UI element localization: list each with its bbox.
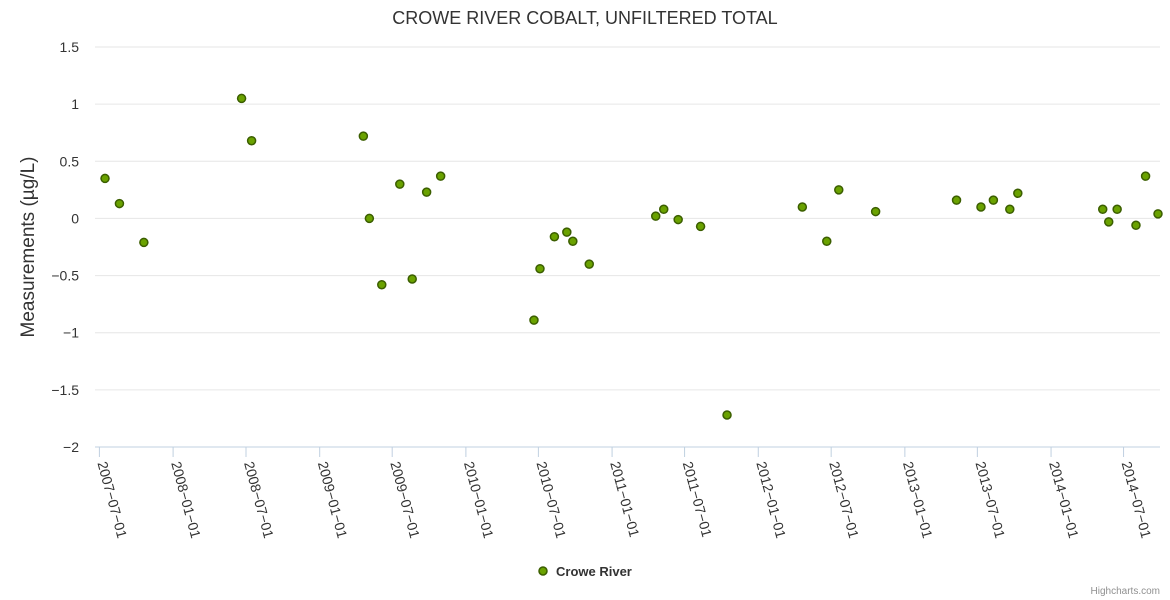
data-point[interactable]: [549, 231, 560, 242]
data-point[interactable]: [658, 204, 669, 215]
y-tick-label: 0: [71, 210, 79, 226]
x-tick-label: 2011−07−01: [680, 460, 716, 539]
data-point[interactable]: [695, 221, 706, 232]
y-gridlines: [95, 46, 1160, 391]
x-tick-label: 2012−01−01: [753, 460, 789, 540]
y-tick-label: −1.5: [51, 382, 79, 398]
data-point[interactable]: [236, 93, 247, 104]
x-tick-label: 2013−07−01: [972, 460, 1008, 540]
data-point[interactable]: [797, 202, 808, 212]
data-point[interactable]: [722, 410, 732, 420]
data-point[interactable]: [358, 131, 369, 141]
data-point[interactable]: [673, 214, 683, 225]
data-point[interactable]: [568, 236, 578, 247]
y-tick-label: −1: [63, 325, 79, 341]
y-axis-label: Measurements (µg/L): [18, 157, 39, 338]
data-point[interactable]: [377, 279, 387, 290]
x-tick-label: 2008−07−01: [241, 460, 277, 540]
data-point[interactable]: [535, 263, 545, 274]
data-point[interactable]: [246, 135, 257, 146]
data-point[interactable]: [364, 213, 375, 224]
x-tick-label: 2014−07−01: [1119, 460, 1155, 540]
data-point[interactable]: [562, 227, 572, 237]
data-point[interactable]: [114, 198, 125, 209]
x-tick-label: 2010−07−01: [533, 460, 569, 540]
data-point[interactable]: [650, 211, 661, 221]
x-tick-label: 2011−01−01: [607, 460, 643, 539]
data-point[interactable]: [870, 206, 881, 217]
y-tick-label: −2: [63, 439, 79, 455]
data-point[interactable]: [1153, 209, 1163, 219]
legend-label: Crowe River: [556, 564, 632, 579]
x-tick-label: 2010−01−01: [461, 460, 497, 540]
data-point[interactable]: [1131, 220, 1141, 231]
x-tick-label: 2014−01−01: [1046, 460, 1082, 540]
y-tick-label: −0.5: [51, 268, 79, 284]
data-point[interactable]: [1140, 171, 1151, 181]
legend-marker: [538, 566, 548, 576]
x-tick-label: 2012−07−01: [826, 460, 862, 540]
data-point[interactable]: [1013, 188, 1023, 199]
chart-title: CROWE RIVER COBALT, UNFILTERED TOTAL: [392, 8, 777, 28]
x-tick-label: 2007−07−01: [95, 460, 131, 540]
data-point[interactable]: [100, 173, 110, 184]
data-point[interactable]: [834, 185, 844, 195]
data-point[interactable]: [822, 236, 832, 247]
data-point[interactable]: [1103, 217, 1114, 227]
y-tick-label: 0.5: [60, 153, 80, 169]
data-point[interactable]: [988, 195, 999, 205]
x-tick-label: 2008−01−01: [168, 460, 204, 540]
data-point[interactable]: [421, 187, 432, 197]
credit-link[interactable]: Highcharts.com: [1091, 586, 1160, 597]
data-point[interactable]: [1005, 204, 1015, 215]
data-point[interactable]: [1112, 204, 1122, 215]
data-point[interactable]: [407, 274, 417, 284]
y-tick-label: 1.5: [60, 39, 80, 55]
legend-item-crowe-river[interactable]: Crowe River: [538, 564, 632, 579]
x-tick-label: 2009−01−01: [315, 460, 351, 540]
data-point[interactable]: [951, 195, 962, 205]
data-points: [100, 93, 1163, 420]
data-point[interactable]: [529, 315, 539, 325]
data-point[interactable]: [584, 259, 594, 269]
data-point[interactable]: [435, 171, 446, 181]
y-tick-label: 1: [71, 96, 79, 112]
data-point[interactable]: [139, 237, 149, 248]
data-point[interactable]: [976, 202, 986, 212]
y-tick-labels: 1.5 1 0.5 0 −0.5 −1 −1.5 −2: [51, 39, 79, 455]
x-tick-label: 2009−07−01: [387, 460, 423, 540]
data-point[interactable]: [1097, 204, 1108, 215]
data-point[interactable]: [395, 179, 405, 189]
x-tick-labels: 2007−07−01 2008−01−01 2008−07−01 2009−01−01…: [95, 447, 1155, 540]
x-tick-label: 2013−01−01: [900, 460, 936, 540]
